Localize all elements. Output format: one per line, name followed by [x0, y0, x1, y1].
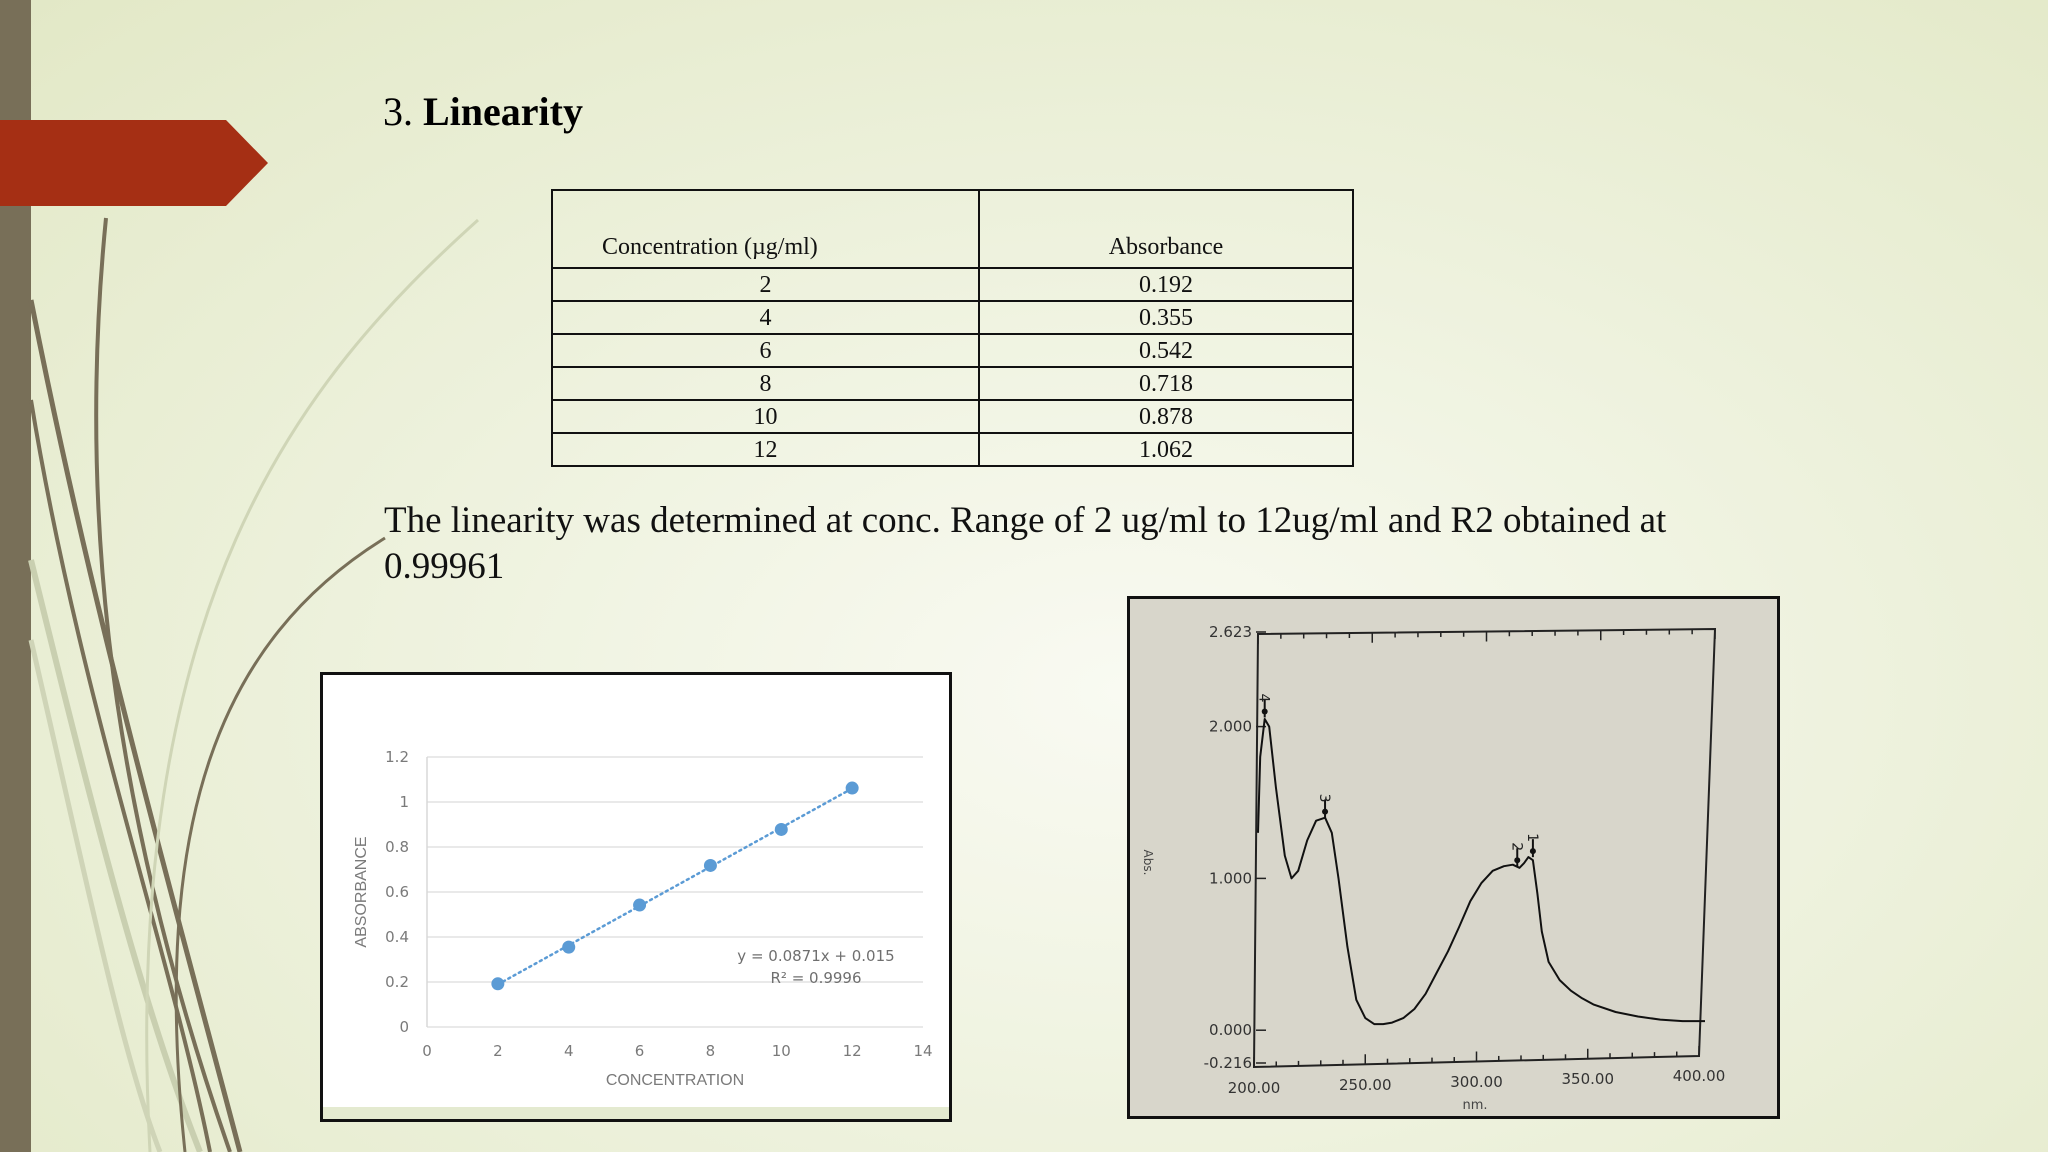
description-line-2: 0.99961	[384, 546, 505, 587]
photo-background	[1130, 599, 1777, 1116]
x-tick-label: 6	[635, 1042, 645, 1060]
x-tick-label: 400.00	[1673, 1067, 1726, 1085]
x-tick-label: 250.00	[1339, 1076, 1392, 1094]
y-tick-label: 0	[399, 1018, 409, 1036]
cell-absorbance: 0.542	[978, 333, 1354, 368]
y-axis-title: ABSORBANCE	[353, 836, 370, 947]
y-tick-label: 1	[399, 793, 409, 811]
data-point	[633, 898, 647, 912]
trendline	[496, 787, 854, 986]
table-row: 10 0.878	[551, 399, 1354, 434]
y-tick-label: 0.6	[385, 883, 409, 901]
x-tick-label: 300.00	[1450, 1073, 1503, 1091]
cell-concentration: 2	[551, 267, 980, 302]
slide-title: 3. Linearity	[383, 88, 583, 135]
data-point	[845, 781, 859, 795]
table-row: 8 0.718	[551, 366, 1354, 401]
table-row: 4 0.355	[551, 300, 1354, 335]
cell-concentration: 6	[551, 333, 980, 368]
uv-spectrum-chart: 2.623 2.000 1.000 0.000 -0.216 200.00 250.00 30…	[1127, 596, 1780, 1119]
description-line-1: The linearity was determined at conc. Ra…	[384, 500, 1667, 541]
table-row: 2 0.192	[551, 267, 1354, 302]
cell-absorbance: 0.878	[978, 399, 1354, 434]
y-axis-title: Abs.	[1141, 850, 1155, 876]
uv-spectrum-plot: 2.623 2.000 1.000 0.000 -0.216 200.00 250.00 30…	[1130, 599, 1777, 1116]
chart-bottom-strip	[323, 1107, 949, 1119]
header-concentration: Concentration (µg/ml)	[551, 189, 980, 269]
x-tick-label: 14	[913, 1042, 932, 1060]
x-tick-label: 12	[843, 1042, 862, 1060]
x-tick-label: 350.00	[1562, 1070, 1615, 1088]
peak-label: 3	[1316, 794, 1332, 803]
y-tick-label: 0.000	[1209, 1021, 1252, 1039]
y-tick-label: -0.216	[1204, 1054, 1252, 1072]
data-point	[703, 858, 717, 872]
cell-absorbance: 0.718	[978, 366, 1354, 401]
y-tick-label: 0.4	[385, 928, 409, 946]
y-tick-label: 0.2	[385, 973, 409, 991]
x-tick-label: 10	[772, 1042, 791, 1060]
trendline-equation: y = 0.0871x + 0.015	[737, 947, 894, 965]
cell-concentration: 4	[551, 300, 980, 335]
x-tick-label: 2	[493, 1042, 503, 1060]
linearity-description: The linearity was determined at conc. Ra…	[384, 498, 1784, 590]
y-tick-label: 1.000	[1209, 869, 1252, 887]
cell-concentration: 12	[551, 432, 980, 467]
cell-absorbance: 0.192	[978, 267, 1354, 302]
linearity-table: Concentration (µg/ml) Absorbance 2 0.192…	[551, 189, 1354, 467]
calibration-plot: 0 0.2 0.4 0.6 0.8 1 1.2 0 2 4 6 8 10 12 14 CONCENTRATIO…	[353, 748, 933, 1089]
data-point	[491, 977, 505, 991]
x-tick-label: 200.00	[1228, 1079, 1281, 1097]
data-point	[774, 822, 788, 836]
data-point	[562, 940, 576, 954]
cell-concentration: 10	[551, 399, 980, 434]
y-tick-label: 2.000	[1209, 718, 1252, 736]
table-header-row: Concentration (µg/ml) Absorbance	[551, 189, 1354, 269]
cell-concentration: 8	[551, 366, 980, 401]
x-tick-label: 4	[564, 1042, 574, 1060]
title-number: 3.	[383, 89, 413, 134]
x-axis-title: nm.	[1462, 1098, 1487, 1113]
peak-label: 1	[1524, 833, 1540, 842]
r-squared-label: R² = 0.9996	[770, 969, 861, 987]
y-tick-label: 0.8	[385, 838, 409, 856]
accent-arrow-tab	[0, 120, 268, 206]
calibration-curve-chart: 0 0.2 0.4 0.6 0.8 1 1.2 0 2 4 6 8 10 12 14 CONCENTRATIO…	[320, 672, 952, 1122]
x-tick-label: 8	[706, 1042, 716, 1060]
y-tick-label: 1.2	[385, 748, 409, 766]
peak-label: 4	[1256, 693, 1272, 702]
peak-label: 2	[1508, 842, 1524, 851]
cell-absorbance: 1.062	[978, 432, 1354, 467]
table-row: 12 1.062	[551, 432, 1354, 467]
spectrum-line	[1257, 718, 1705, 1026]
cell-absorbance: 0.355	[978, 300, 1354, 335]
y-tick-label: 2.623	[1209, 623, 1252, 641]
x-tick-label: 0	[422, 1042, 432, 1060]
title-text: Linearity	[423, 89, 583, 134]
x-axis-title: CONCENTRATION	[606, 1072, 744, 1089]
header-absorbance: Absorbance	[978, 189, 1354, 269]
table-row: 6 0.542	[551, 333, 1354, 368]
